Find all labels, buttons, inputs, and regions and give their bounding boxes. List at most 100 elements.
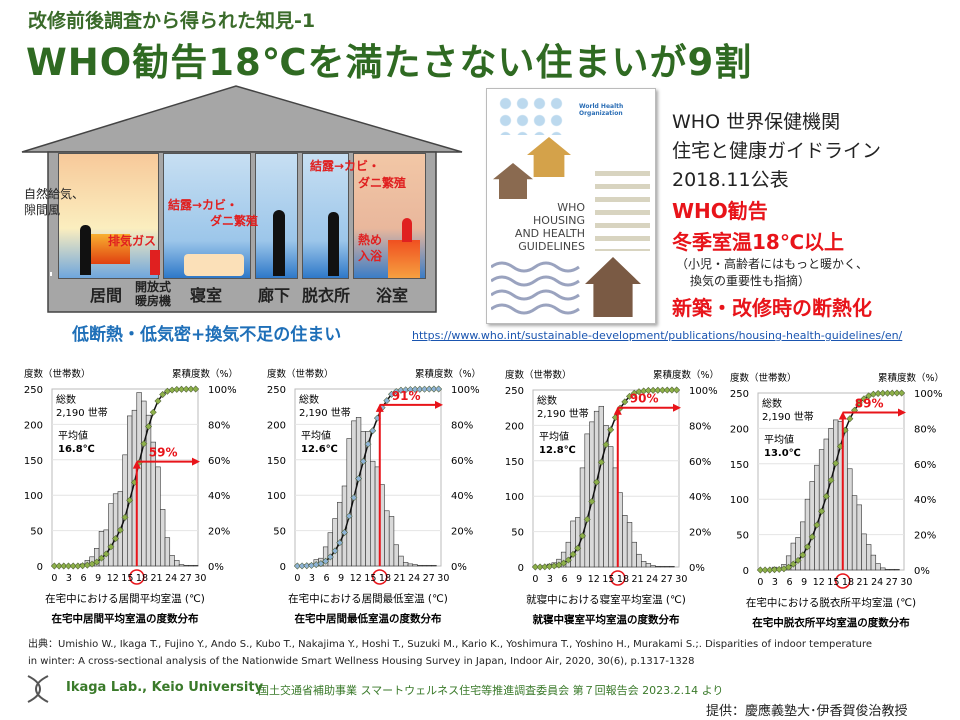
histogram-bar: [884, 568, 891, 571]
house-caption: 低断熱・低気密+換気不足の住まい: [72, 325, 342, 345]
total-label: 総数: [537, 394, 557, 407]
total-value: 2,190 世帯: [762, 410, 814, 423]
y-axis-title: 度数（世帯数）: [730, 372, 797, 384]
x-tick-label: 27: [886, 577, 898, 588]
cumulative-point: [569, 550, 577, 558]
x-tick-label: 9: [801, 577, 807, 588]
exhaust-label: 排気ガス: [108, 234, 157, 248]
y-tick-label: 150: [267, 456, 286, 467]
histogram-bar: [108, 503, 114, 567]
total-value: 2,190 世帯: [537, 407, 589, 420]
cumulative-point: [74, 562, 82, 570]
natural-air-label: 自然給気、: [24, 187, 85, 201]
total-label: 総数: [299, 393, 319, 406]
who-recommendation: WHO勧告: [672, 199, 768, 223]
arrow-head: [192, 457, 200, 466]
histogram-bar: [664, 565, 670, 568]
threshold-circle: [610, 570, 626, 586]
cumulative-point: [163, 387, 171, 395]
cumulative-point: [822, 492, 830, 500]
x-tick-label: 0: [51, 573, 57, 584]
histogram-bar: [417, 564, 423, 567]
who-conclusion: 新築・改修時の断熱化: [672, 296, 872, 320]
cumulative-point: [564, 556, 572, 564]
x-tick-label: 27: [423, 573, 435, 584]
histogram-bar: [847, 468, 853, 571]
cumulative-point: [771, 566, 778, 574]
cumulative-point: [435, 385, 443, 393]
house-photo-icon: [585, 257, 641, 317]
cumulative-point: [898, 389, 906, 397]
x-tick-label: 9: [338, 573, 344, 584]
cumulative-point: [350, 494, 358, 502]
x-tick-label: 21: [394, 573, 406, 584]
histogram-bar: [669, 565, 675, 568]
histogram-bar: [192, 564, 199, 567]
histogram-bar: [889, 568, 895, 571]
cumulative-point: [149, 408, 157, 416]
cumulative-point: [846, 415, 854, 423]
x-tick-label: 30: [675, 574, 687, 585]
x-tick-label: 12: [107, 573, 119, 584]
cumulative-point: [145, 423, 153, 430]
x-tick-label: 6: [562, 574, 568, 585]
person-icon: [328, 212, 339, 276]
cumulative-point: [402, 386, 410, 394]
cover-title-3: AND HEALTH: [514, 227, 585, 240]
histogram-bar: [631, 541, 637, 568]
cumulative-point: [168, 386, 176, 394]
histogram-bar: [346, 438, 352, 567]
condensation-label-1b: ダニ繁殖: [210, 214, 259, 228]
x-tick-label: 21: [857, 577, 869, 588]
y2-tick-label: 60%: [914, 460, 936, 471]
cumulative-point: [635, 388, 643, 396]
cumulative-point: [578, 532, 586, 540]
x-tick-label: 3: [547, 574, 553, 585]
y2-axis-title: 累積度数（%）: [653, 369, 719, 381]
histogram-bar: [828, 428, 834, 571]
y2-tick-label: 40%: [689, 492, 711, 503]
x-tick-label: 15: [121, 573, 133, 584]
cumulative-point: [416, 385, 424, 393]
cumulative-point: [406, 386, 414, 394]
condensation-label-1a: 結露→カビ・: [168, 198, 239, 212]
cumulative-point: [303, 562, 311, 570]
cumulative-point: [83, 561, 91, 569]
y-tick-label: 200: [24, 420, 43, 431]
cumulative-point: [112, 535, 120, 543]
draft-label: 隙間風: [24, 203, 61, 217]
arrow-head: [673, 403, 681, 412]
y-axis-title: 度数（世帯数）: [505, 369, 572, 381]
x-tick-label: 6: [324, 573, 330, 584]
cumulative-point: [50, 562, 58, 570]
y-tick-label: 100: [505, 492, 524, 503]
cumulative-point: [102, 550, 110, 558]
x-tick-label: 9: [576, 574, 582, 585]
cumulative-point: [626, 392, 634, 400]
meeting-info: 国土交通省補助事業 スマートウェルネス住宅等推進調査委員会 第７回報告会 202…: [258, 684, 724, 697]
mean-value: 16.8℃: [58, 444, 95, 455]
histogram-bar: [650, 565, 656, 568]
cumulative-point: [536, 563, 544, 571]
histogram-bar: [421, 564, 428, 567]
y2-tick-label: 80%: [689, 421, 711, 432]
room-label-dressing: 脱衣所: [302, 286, 351, 305]
cumulative-point: [673, 386, 681, 394]
y2-tick-label: 100%: [208, 385, 237, 396]
who-guideline-link[interactable]: https://www.who.int/sustainable-developm…: [412, 329, 903, 342]
cumulative-point: [369, 427, 377, 435]
histogram-bar: [337, 501, 343, 567]
chart-title: 在宅中居間平均室温の度数分布: [52, 612, 199, 625]
credit: 提供：慶應義塾大･伊香賀俊治教授: [706, 704, 908, 719]
y-tick-label: 50: [736, 531, 749, 542]
arrow-head: [898, 408, 906, 417]
cumulative-point: [308, 561, 315, 569]
cumulative-point: [79, 562, 87, 570]
histogram-bar: [870, 554, 877, 571]
cumulative-point: [593, 478, 601, 486]
histogram-bar: [160, 509, 166, 567]
histogram-bar: [856, 504, 862, 571]
histogram-bar: [584, 433, 590, 568]
cumulative-point: [621, 398, 629, 406]
cumulative-point: [383, 397, 391, 405]
